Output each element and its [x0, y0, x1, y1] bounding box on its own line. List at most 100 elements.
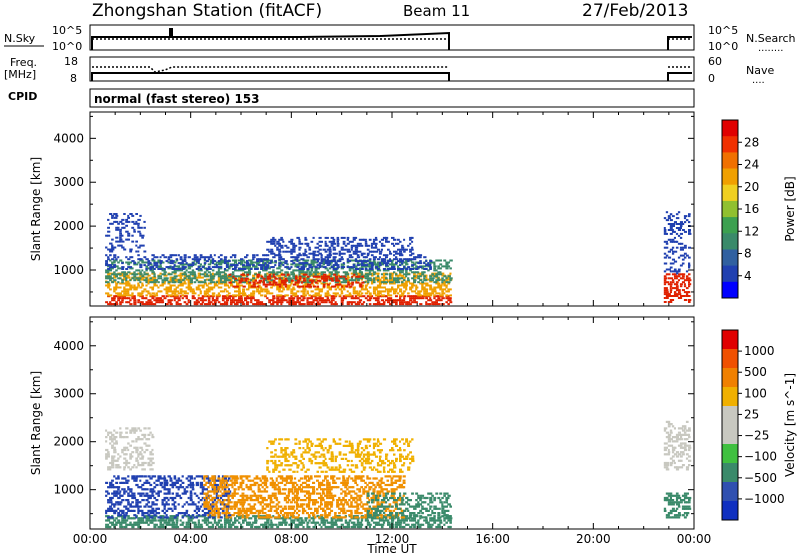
power-cell — [272, 301, 275, 304]
power-cell — [378, 256, 381, 259]
power-cell — [113, 280, 117, 283]
power-cell — [115, 284, 118, 287]
velocity-cell — [147, 494, 151, 497]
power-cell — [312, 250, 316, 253]
power-cell — [207, 266, 211, 269]
power-cell — [227, 267, 231, 270]
power-cell — [376, 294, 380, 297]
velocity-cell — [175, 514, 179, 517]
power-cell — [157, 301, 161, 304]
power-cell — [137, 301, 140, 304]
power-cell — [165, 288, 169, 291]
velocity-cell — [163, 479, 167, 482]
power-cell — [141, 290, 145, 293]
power-cell — [225, 301, 229, 304]
power-cell — [193, 258, 198, 261]
velocity-cell — [245, 512, 248, 515]
power-cell — [252, 264, 255, 267]
power-cell — [183, 277, 187, 280]
power-cell — [433, 261, 436, 264]
power-cell — [125, 280, 129, 283]
velocity-cell — [253, 483, 257, 487]
power-cell — [439, 286, 443, 289]
velocity-cell — [265, 477, 268, 480]
power-cell — [185, 297, 188, 300]
velocity-cell — [189, 490, 193, 493]
power-cell — [345, 277, 348, 280]
power-cell — [209, 295, 212, 298]
power-cell — [411, 297, 415, 300]
velocity-cell — [263, 477, 267, 480]
power-cell — [681, 262, 685, 265]
power-cell — [135, 240, 138, 243]
velocity-cell — [211, 525, 215, 529]
power-cell — [306, 303, 309, 306]
power-cell — [403, 261, 406, 264]
power-cell — [252, 297, 255, 300]
power-cell — [151, 295, 155, 298]
velocity-cell — [407, 523, 410, 526]
power-cell — [217, 282, 221, 285]
power-cell — [151, 269, 154, 272]
power-cell — [274, 281, 278, 284]
power-cell — [320, 274, 324, 277]
velocity-cell — [155, 507, 159, 510]
power-cell — [193, 277, 197, 280]
velocity-cell — [263, 483, 268, 487]
power-cell — [304, 288, 307, 291]
power-cell — [312, 284, 315, 287]
velocity-cell — [135, 477, 138, 480]
power-cell — [360, 265, 364, 268]
velocity-cell — [175, 494, 179, 497]
power-cell — [238, 259, 241, 262]
velocity-cell — [417, 519, 420, 522]
power-cell — [358, 299, 363, 302]
power-cell — [207, 282, 211, 285]
power-cell — [335, 275, 339, 278]
power-cell — [252, 261, 255, 264]
power-cell — [671, 270, 675, 273]
velocity-cell — [143, 515, 147, 518]
velocity-cell — [257, 512, 262, 515]
power-cell — [195, 261, 199, 264]
velocity-cell — [129, 517, 133, 520]
velocity-cell — [310, 521, 314, 524]
power-cell — [280, 303, 283, 306]
power-cell — [121, 272, 125, 275]
power-cell — [372, 261, 377, 264]
power-cell — [391, 274, 394, 277]
velocity-cell — [133, 475, 136, 478]
power-cell — [667, 273, 671, 276]
power-cell — [227, 279, 231, 282]
velocity-cell — [227, 483, 231, 487]
power-cell — [677, 275, 681, 278]
power-cell — [217, 276, 220, 279]
power-cell — [236, 269, 240, 272]
velocity-cell — [157, 512, 161, 515]
power-cell — [340, 236, 343, 239]
cpid-label: CPID — [8, 90, 37, 103]
velocity-cell — [153, 519, 157, 522]
power-cell — [350, 256, 354, 259]
power-cell — [225, 303, 229, 306]
velocity-cell — [330, 523, 334, 526]
velocity-cell — [155, 512, 158, 515]
power-cell — [354, 292, 359, 295]
velocity-cell — [151, 475, 154, 478]
power-cell — [185, 295, 188, 298]
power-cell — [385, 273, 389, 276]
power-cell — [163, 288, 167, 291]
power-cell — [362, 295, 366, 298]
velocity-cell — [187, 519, 191, 522]
power-cell — [376, 279, 380, 282]
power-cell — [667, 268, 671, 271]
power-cell — [366, 244, 371, 247]
power-cell — [342, 279, 347, 282]
power-cell — [667, 277, 670, 280]
power-cell — [157, 275, 160, 278]
power-cell — [179, 292, 183, 295]
power-cell — [294, 280, 298, 283]
power-cell — [310, 295, 314, 298]
power-cell — [437, 295, 440, 298]
power-cell — [252, 303, 255, 306]
